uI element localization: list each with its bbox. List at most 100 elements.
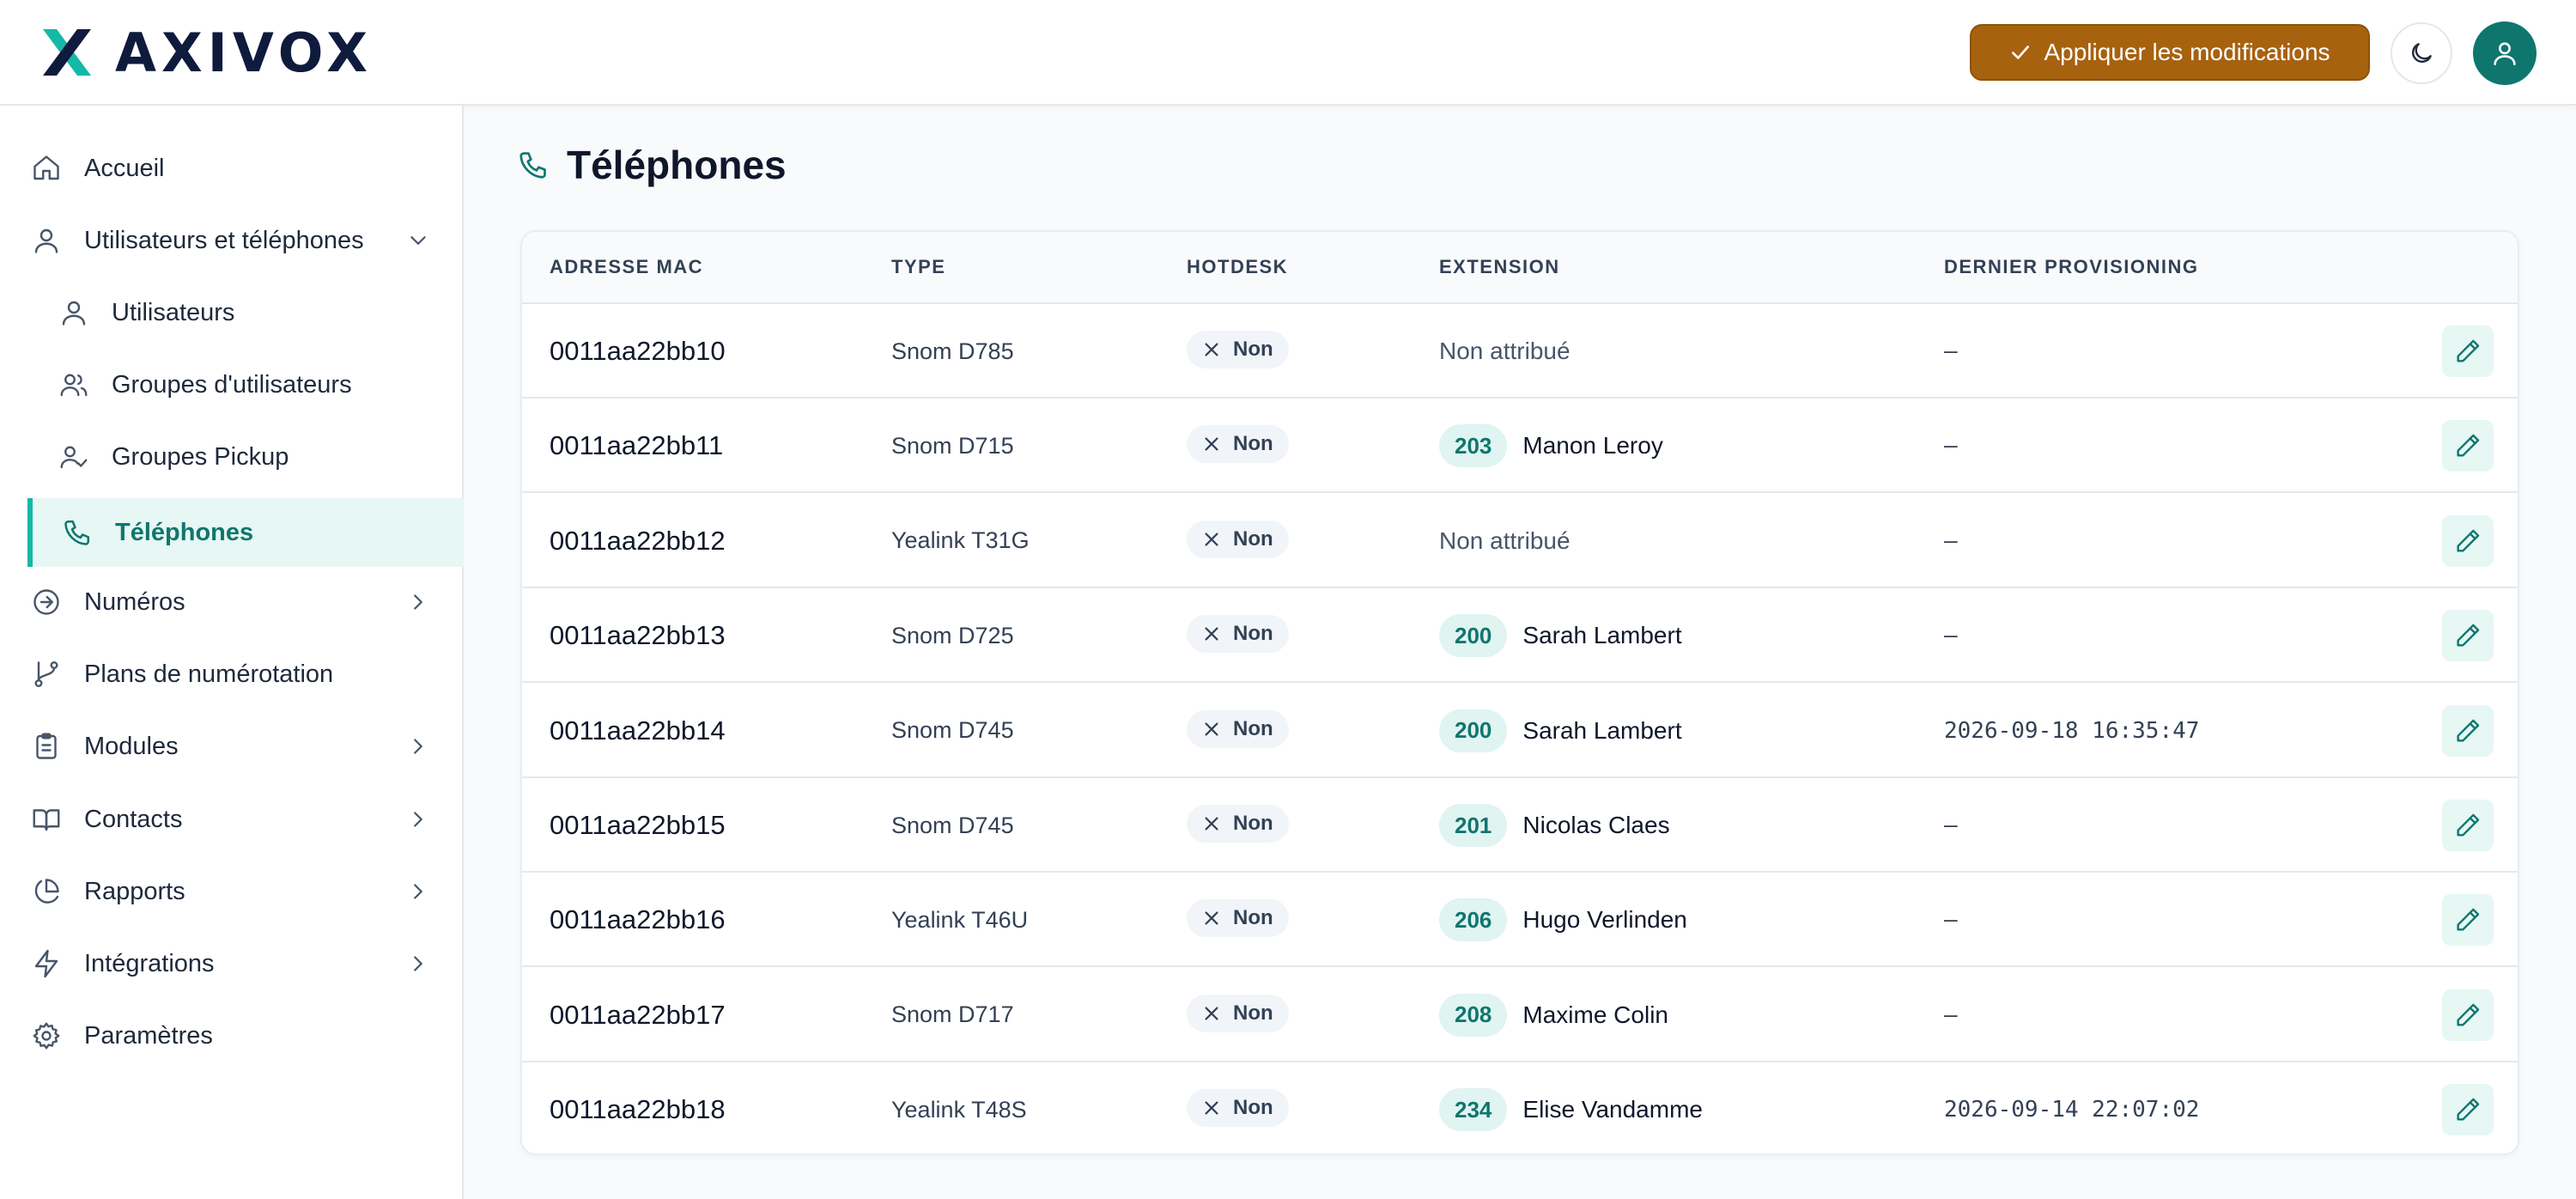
- table-row[interactable]: 0011aa22bb10 Snom D785 Non Non attribué —: [522, 304, 2518, 399]
- zap-icon: [29, 946, 64, 981]
- last-provisioning: —: [1944, 527, 1958, 554]
- pencil-icon: [2453, 716, 2482, 746]
- sidebar-item-label: Utilisateurs et téléphones: [84, 226, 364, 254]
- extension-cell: Non attribué: [1439, 494, 1571, 588]
- table-row[interactable]: 0011aa22bb17 Snom D717 Non 208 Maxime Colin —: [522, 968, 2518, 1062]
- extension-user-name: Hugo Verlinden: [1522, 906, 1687, 934]
- sidebar-item-groupes-utilisateurs[interactable]: Groupes d'utilisateurs: [57, 350, 464, 419]
- edit-button[interactable]: [2442, 800, 2494, 851]
- table-row[interactable]: 0011aa22bb16 Yealink T46U Non 206 Hugo Verli…: [522, 873, 2518, 968]
- sidebar-item-label: Groupes d'utilisateurs: [112, 370, 352, 399]
- sidebar-item-label: Groupes Pickup: [112, 442, 289, 471]
- edit-button[interactable]: [2442, 514, 2494, 567]
- hotdesk-status: Non: [1233, 716, 1273, 740]
- last-provisioning: —: [1944, 623, 1958, 649]
- hotdesk-cell: Non: [1187, 968, 1289, 1062]
- column-header-mac[interactable]: ADRESSE MAC: [550, 256, 704, 277]
- table-row[interactable]: 0011aa22bb12 Yealink T31G Non Non attribué —: [522, 494, 2518, 588]
- column-header-provisioning[interactable]: DERNIER PROVISIONING: [1944, 256, 2199, 277]
- pie-chart-icon: [29, 874, 64, 909]
- mac-address: 0011aa22bb18: [550, 1094, 726, 1125]
- chevron-down-icon: [410, 236, 426, 245]
- apply-changes-button[interactable]: Appliquer les modifications: [1970, 24, 2370, 81]
- sidebar-item-utilisateurs-et-telephones[interactable]: Utilisateurs et téléphones: [29, 206, 464, 275]
- edit-button[interactable]: [2442, 1084, 2494, 1136]
- pencil-icon: [2453, 431, 2482, 460]
- hotdesk-status: Non: [1233, 812, 1273, 835]
- table-row[interactable]: 0011aa22bb15 Snom D745 Non 201 Nicolas Claes…: [522, 778, 2518, 873]
- sidebar-item-contacts[interactable]: Contacts: [29, 785, 464, 854]
- sidebar-item-label: Utilisateurs: [112, 298, 235, 326]
- chevron-right-icon: [414, 594, 422, 610]
- x-icon: [1202, 1004, 1221, 1023]
- extension-badge: 201: [1439, 804, 1508, 847]
- pencil-icon: [2453, 1095, 2482, 1124]
- user-icon: [2494, 42, 2516, 66]
- mac-address: 0011aa22bb12: [550, 525, 726, 556]
- theme-toggle-button[interactable]: [2391, 22, 2452, 84]
- hotdesk-cell: Non: [1187, 588, 1289, 683]
- hotdesk-status: Non: [1233, 526, 1273, 551]
- column-header-hotdesk[interactable]: HOTDESK: [1187, 256, 1289, 277]
- extension-badge: 200: [1439, 709, 1508, 752]
- page-title-text: Téléphones: [567, 143, 787, 187]
- table-row[interactable]: 0011aa22bb11 Snom D715 Non 203 Manon Leroy —: [522, 399, 2518, 494]
- sidebar-item-label: Numéros: [84, 587, 185, 616]
- hotdesk-status: Non: [1233, 1001, 1273, 1025]
- edit-button[interactable]: [2442, 989, 2494, 1041]
- edit-button[interactable]: [2442, 420, 2494, 472]
- sidebar-item-telephones[interactable]: Téléphones: [27, 498, 464, 567]
- hotdesk-status: Non: [1233, 1096, 1273, 1120]
- hotdesk-badge: Non: [1187, 425, 1289, 464]
- mac-address: 0011aa22bb15: [550, 810, 726, 840]
- table-row[interactable]: 0011aa22bb13 Snom D725 Non 200 Sarah Lambert…: [522, 588, 2518, 684]
- column-header-extension[interactable]: EXTENSION: [1439, 256, 1560, 277]
- table-row[interactable]: 0011aa22bb18 Yealink T48S Non 234 Elise Vand…: [522, 1062, 2518, 1153]
- sidebar-item-modules[interactable]: Modules: [29, 712, 464, 781]
- x-icon: [1202, 814, 1221, 833]
- sidebar-item-numeros[interactable]: Numéros: [29, 568, 464, 636]
- axivox-logo-icon: [43, 29, 91, 76]
- extension-badge: 206: [1439, 898, 1508, 942]
- mac-address: 0011aa22bb16: [550, 904, 726, 935]
- column-header-type[interactable]: TYPE: [891, 256, 946, 277]
- extension-user-name: Manon Leroy: [1522, 432, 1663, 460]
- edit-button[interactable]: [2442, 704, 2494, 757]
- edit-button[interactable]: [2442, 894, 2494, 946]
- x-icon: [1202, 340, 1221, 359]
- axivox-logo[interactable]: AXIVOX: [39, 21, 373, 84]
- sidebar-item-label: Intégrations: [84, 949, 215, 977]
- table-row[interactable]: 0011aa22bb14 Snom D745 Non 200 Sarah Lambert…: [522, 684, 2518, 778]
- sidebar-item-accueil[interactable]: Accueil: [29, 134, 464, 203]
- edit-button[interactable]: [2442, 610, 2494, 662]
- x-icon: [1202, 909, 1221, 928]
- sidebar-item-groupes-pickup[interactable]: Groupes Pickup: [57, 423, 464, 491]
- extension-badge: 208: [1439, 993, 1508, 1037]
- sidebar-item-utilisateurs[interactable]: Utilisateurs: [57, 278, 464, 347]
- sidebar-item-plans-numerotation[interactable]: Plans de numérotation: [29, 640, 464, 709]
- moon-icon: [2412, 43, 2432, 63]
- x-icon: [1202, 530, 1221, 549]
- sidebar-item-parametres[interactable]: Paramètres: [29, 1001, 464, 1070]
- sidebar-item-rapports[interactable]: Rapports: [29, 857, 464, 926]
- extension-cell: 201 Nicolas Claes: [1439, 778, 1670, 873]
- sidebar-item-label: Téléphones: [115, 518, 254, 546]
- extension-cell: 234 Elise Vandamme: [1439, 1062, 1703, 1153]
- phone-type: Snom D745: [891, 717, 1014, 744]
- pencil-icon: [2453, 526, 2482, 556]
- edit-button[interactable]: [2442, 326, 2494, 377]
- user-check-icon: [57, 440, 91, 474]
- phone-type: Snom D715: [891, 432, 1014, 459]
- sidebar-item-label: Paramètres: [84, 1021, 213, 1050]
- extension-user-name: Maxime Colin: [1522, 1001, 1668, 1028]
- sidebar-item-label: Contacts: [84, 805, 183, 833]
- extension-badge: 203: [1439, 424, 1508, 468]
- hotdesk-cell: Non: [1187, 1062, 1289, 1153]
- sidebar-item-label: Rapports: [84, 877, 185, 905]
- phone-type: Yealink T48S: [891, 1096, 1027, 1123]
- extension-user-name: Nicolas Claes: [1522, 812, 1670, 838]
- hotdesk-status: Non: [1233, 432, 1273, 456]
- user-avatar-button[interactable]: [2473, 21, 2537, 85]
- extension-badge: 200: [1439, 614, 1508, 658]
- sidebar-item-integrations[interactable]: Intégrations: [29, 929, 464, 998]
